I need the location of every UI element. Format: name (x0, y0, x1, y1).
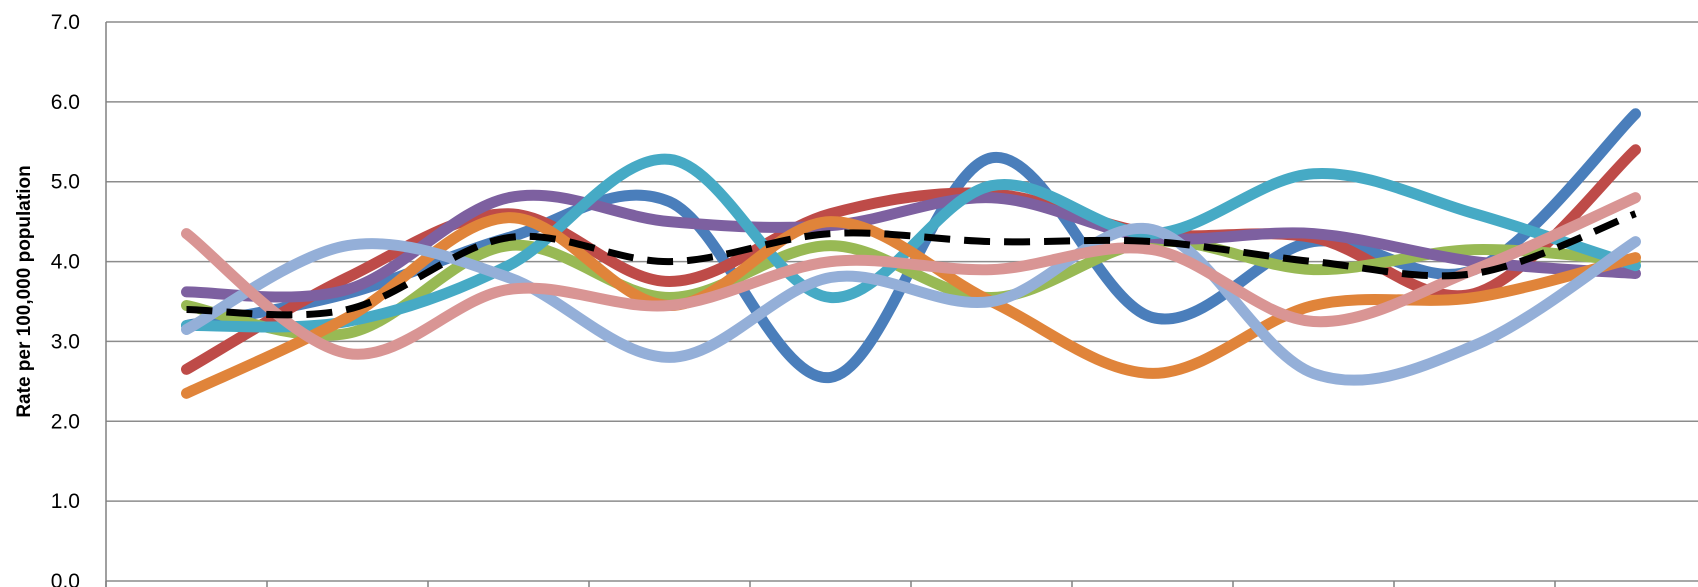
y-tick-label: 1.0 (51, 490, 80, 513)
x-tick-marks (105, 581, 1556, 587)
series-line-7 (181, 222, 1641, 386)
y-tick-label: 7.0 (51, 11, 80, 34)
y-tick-label: 2.0 (51, 410, 80, 433)
series-line-5 (181, 153, 1641, 333)
series-line-4 (181, 189, 1641, 303)
y-axis-title: Rate per 100,000 population (14, 165, 35, 417)
y-tick-label: 3.0 (51, 330, 80, 353)
series-lines (181, 108, 1641, 399)
series-line-6 (181, 212, 1641, 399)
y-tick-label: 4.0 (51, 251, 80, 274)
y-tick-label: 0.0 (51, 570, 80, 587)
y-tick-label: 5.0 (51, 171, 80, 194)
y-tick-labels: 0.0 1.0 2.0 3.0 4.0 5.0 6.0 7.0 (51, 11, 80, 587)
average-series-line (186, 210, 1637, 319)
series-line-8 (181, 192, 1641, 360)
y-tick-label: 6.0 (51, 91, 80, 114)
